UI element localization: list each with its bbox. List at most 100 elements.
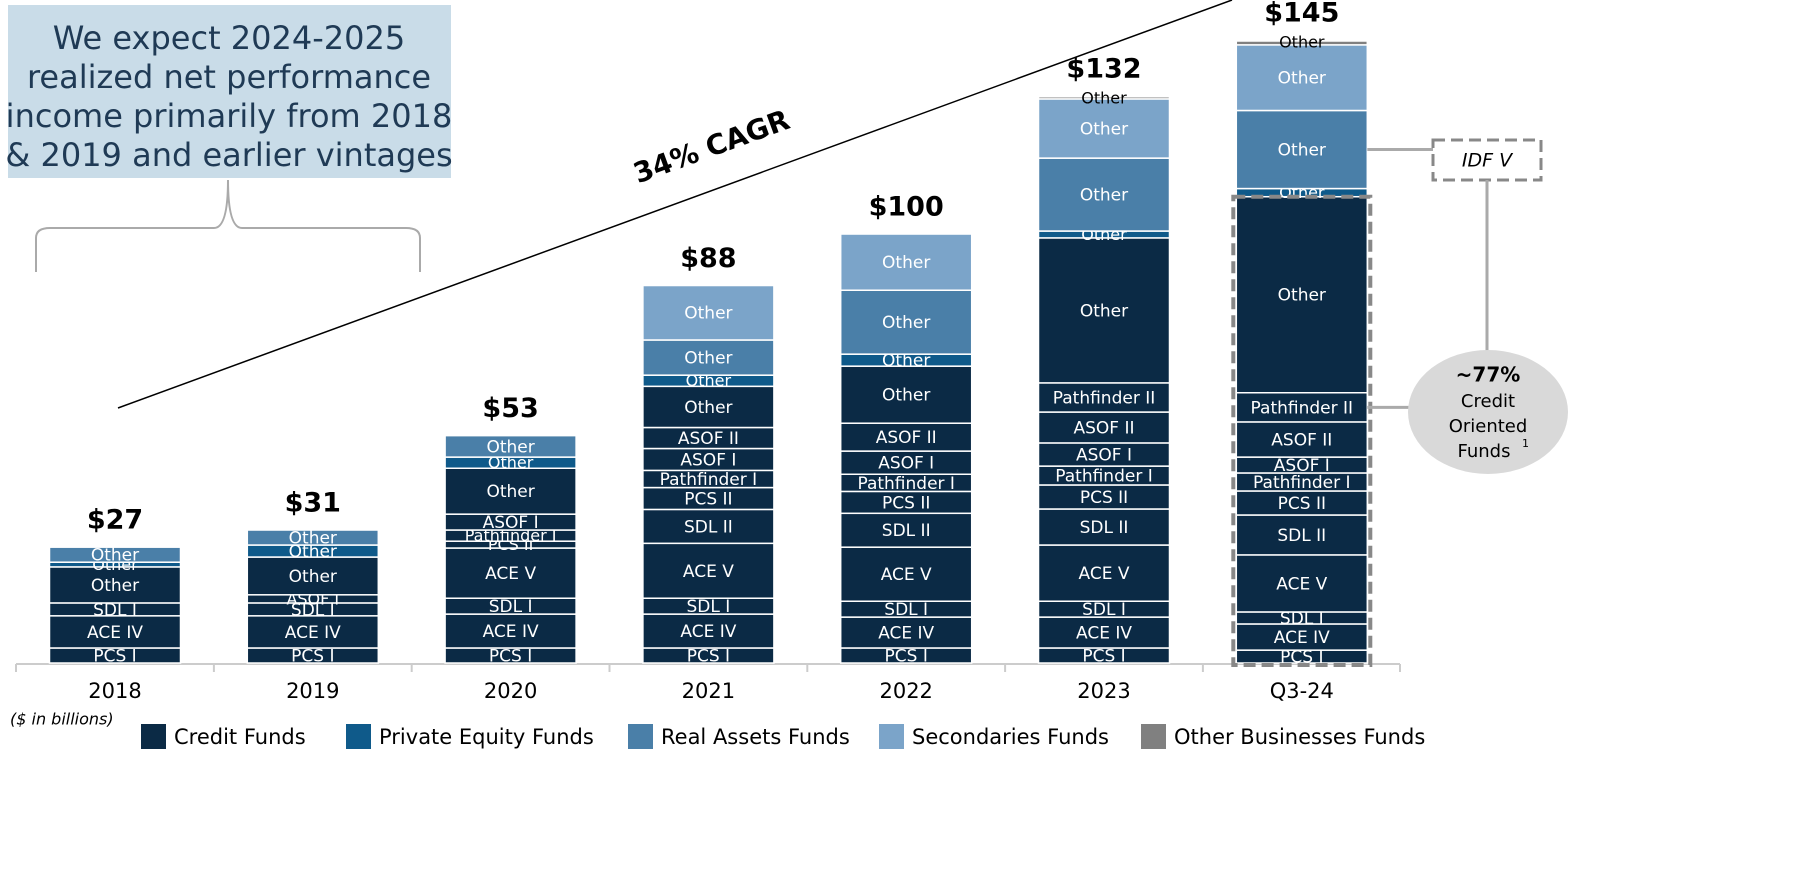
bar-segment — [642, 508, 775, 545]
segment-label: PCS I — [291, 646, 334, 666]
legend-label: Credit Funds — [174, 725, 306, 749]
segment-label: ASOF I — [483, 513, 539, 533]
segment-label: PCS I — [1280, 648, 1323, 668]
x-tick-label: 2018 — [88, 679, 141, 703]
bar-segment — [48, 546, 182, 563]
segment-label: Other — [488, 453, 534, 472]
x-tick-label: 2022 — [879, 679, 932, 703]
bar-segment — [444, 434, 577, 458]
total-label: $100 — [869, 192, 944, 223]
segment-label: Pathfinder I — [857, 474, 954, 494]
total-label: $132 — [1066, 53, 1141, 84]
segment-label: Pathfinder I — [1253, 473, 1350, 493]
bar-segment — [1235, 392, 1369, 423]
segment-label: ASOF II — [1073, 418, 1134, 438]
share-text: Funds — [1458, 441, 1511, 462]
bar-segment — [1235, 44, 1369, 112]
segment-label: ASOF I — [680, 450, 736, 470]
segment-label: SDL I — [687, 597, 731, 617]
bar-segment — [642, 385, 775, 429]
bar-segment — [839, 365, 973, 424]
legend-swatch — [1141, 724, 1166, 749]
segment-label: PCS II — [1080, 488, 1128, 508]
segment-label: Other — [684, 304, 732, 324]
callout-box — [8, 5, 451, 178]
bar-segment — [1037, 237, 1171, 384]
segment-label: Other — [1080, 186, 1128, 206]
segment-label: Other — [1080, 301, 1128, 321]
legend-swatch — [141, 724, 166, 749]
callout-text: & 2019 and earlier vintages — [5, 136, 452, 174]
segment-label: Other — [289, 542, 337, 562]
segment-label: PCS II — [882, 493, 930, 513]
total-label: $31 — [285, 488, 341, 519]
bar-segment — [839, 422, 973, 452]
segment-label: SDL I — [291, 600, 335, 620]
segment-label: Pathfinder II — [1251, 398, 1354, 418]
segment-label: ACE V — [1079, 564, 1130, 584]
x-tick-label: 2019 — [286, 679, 339, 703]
legend-label: Secondaries Funds — [912, 725, 1109, 749]
segment-label: ASOF I — [878, 454, 934, 474]
bar-segment — [1235, 109, 1369, 190]
segment-label: SDL I — [1280, 609, 1324, 629]
bar-segment — [839, 512, 973, 548]
segment-label: PCS I — [489, 646, 532, 666]
cagr-label: 34% CAGR — [629, 103, 794, 190]
total-label: $88 — [680, 243, 736, 274]
credit-highlight — [1231, 194, 1373, 667]
bar-segment — [1235, 421, 1369, 458]
segment-label: Other — [289, 567, 337, 587]
segment-label: Pathfinder I — [660, 470, 757, 490]
segment-label: SDL I — [93, 600, 137, 620]
bar-segment — [642, 339, 775, 376]
x-tick-label: Q3-24 — [1270, 679, 1334, 703]
segment-label: Other — [1278, 286, 1326, 306]
segment-label: Other — [1081, 88, 1127, 107]
bar-segment — [1037, 544, 1171, 602]
segment-label: ASOF II — [678, 429, 739, 449]
segment-label: Other — [882, 253, 930, 273]
segment-label: Pathfinder I — [465, 526, 557, 545]
cagr-line — [117, 0, 1233, 409]
bar-segment — [246, 615, 380, 649]
segment-label: SDL I — [1082, 600, 1126, 620]
segment-label: ASOF I — [1076, 446, 1132, 466]
segment-label: Pathfinder I — [1055, 467, 1152, 487]
brace — [35, 179, 421, 272]
segment-label: Other — [882, 313, 930, 333]
bar-segment — [839, 289, 973, 355]
legend-label: Other Businesses Funds — [1174, 725, 1425, 749]
segment-label: Other — [882, 351, 930, 371]
segment-label: SDL II — [1080, 518, 1129, 538]
segment-label: ACE V — [683, 562, 734, 582]
segment-label: ACE IV — [87, 623, 143, 643]
segment-label: Other — [486, 482, 534, 502]
segment-label: PCS II — [1278, 494, 1326, 514]
segment-label: ACE V — [1276, 574, 1327, 594]
bar-segment — [246, 529, 380, 546]
segment-label: PCS I — [93, 646, 136, 666]
bar-segment — [48, 566, 182, 604]
bar-segment — [1235, 195, 1369, 394]
callout-text: income primarily from 2018 — [6, 97, 453, 135]
segment-label: Other — [686, 371, 732, 390]
segment-label: Other — [1278, 69, 1326, 89]
x-tick-label: 2021 — [682, 679, 735, 703]
bar-segment — [642, 542, 775, 599]
share-note: 1 — [1522, 437, 1529, 450]
segment-label: ACE IV — [1274, 628, 1330, 648]
callout-text: realized net performance — [27, 58, 431, 96]
segment-label: PCS II — [684, 489, 732, 509]
segment-label: Other — [684, 349, 732, 369]
segment-label: Other — [289, 529, 337, 549]
share-text: Credit — [1461, 391, 1515, 412]
bar-segment — [1235, 623, 1369, 651]
bar-segment — [1037, 157, 1171, 232]
x-tick-label: 2020 — [484, 679, 537, 703]
legend-swatch — [879, 724, 904, 749]
segment-label: Pathfinder II — [1053, 388, 1156, 408]
bar-segment — [1235, 554, 1369, 613]
segment-label: Other — [1278, 141, 1326, 161]
